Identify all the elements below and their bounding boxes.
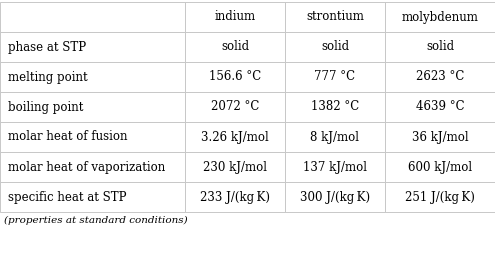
Text: 137 kJ/mol: 137 kJ/mol — [303, 161, 367, 174]
Text: 2072 °C: 2072 °C — [211, 100, 259, 114]
Text: 600 kJ/mol: 600 kJ/mol — [408, 161, 472, 174]
Text: 233 J/(kg K): 233 J/(kg K) — [200, 191, 270, 204]
Bar — [285, 152, 385, 182]
Bar — [385, 62, 495, 92]
Bar — [285, 92, 385, 122]
Text: strontium: strontium — [306, 10, 364, 23]
Text: molar heat of fusion: molar heat of fusion — [8, 130, 128, 144]
Bar — [185, 62, 285, 92]
Text: solid: solid — [221, 40, 249, 54]
Text: boiling point: boiling point — [8, 100, 83, 114]
Bar — [0, 32, 185, 62]
Text: melting point: melting point — [8, 70, 88, 84]
Text: 4639 °C: 4639 °C — [416, 100, 464, 114]
Text: 8 kJ/mol: 8 kJ/mol — [310, 130, 359, 144]
Text: 1382 °C: 1382 °C — [311, 100, 359, 114]
Bar — [185, 122, 285, 152]
Bar — [0, 122, 185, 152]
Bar — [385, 32, 495, 62]
Text: 3.26 kJ/mol: 3.26 kJ/mol — [201, 130, 269, 144]
Text: 777 °C: 777 °C — [314, 70, 355, 84]
Bar — [185, 182, 285, 212]
Text: 156.6 °C: 156.6 °C — [209, 70, 261, 84]
Text: specific heat at STP: specific heat at STP — [8, 191, 127, 204]
Text: 36 kJ/mol: 36 kJ/mol — [412, 130, 468, 144]
Bar — [0, 182, 185, 212]
Text: molar heat of vaporization: molar heat of vaporization — [8, 161, 165, 174]
Text: solid: solid — [426, 40, 454, 54]
Bar — [385, 182, 495, 212]
Bar — [285, 62, 385, 92]
Bar — [0, 92, 185, 122]
Bar — [185, 152, 285, 182]
Bar — [185, 32, 285, 62]
Bar — [385, 122, 495, 152]
Bar — [0, 62, 185, 92]
Text: phase at STP: phase at STP — [8, 40, 86, 54]
Bar — [0, 152, 185, 182]
Bar — [185, 92, 285, 122]
Text: (properties at standard conditions): (properties at standard conditions) — [4, 216, 188, 225]
Text: solid: solid — [321, 40, 349, 54]
Text: 300 J/(kg K): 300 J/(kg K) — [300, 191, 370, 204]
Bar — [385, 152, 495, 182]
Bar — [0, 2, 185, 32]
Bar — [185, 2, 285, 32]
Bar — [285, 182, 385, 212]
Bar — [285, 122, 385, 152]
Text: molybdenum: molybdenum — [401, 10, 479, 23]
Bar — [285, 2, 385, 32]
Text: 2623 °C: 2623 °C — [416, 70, 464, 84]
Text: 230 kJ/mol: 230 kJ/mol — [203, 161, 267, 174]
Bar — [385, 2, 495, 32]
Text: indium: indium — [214, 10, 255, 23]
Text: 251 J/(kg K): 251 J/(kg K) — [405, 191, 475, 204]
Bar — [285, 32, 385, 62]
Bar — [385, 92, 495, 122]
